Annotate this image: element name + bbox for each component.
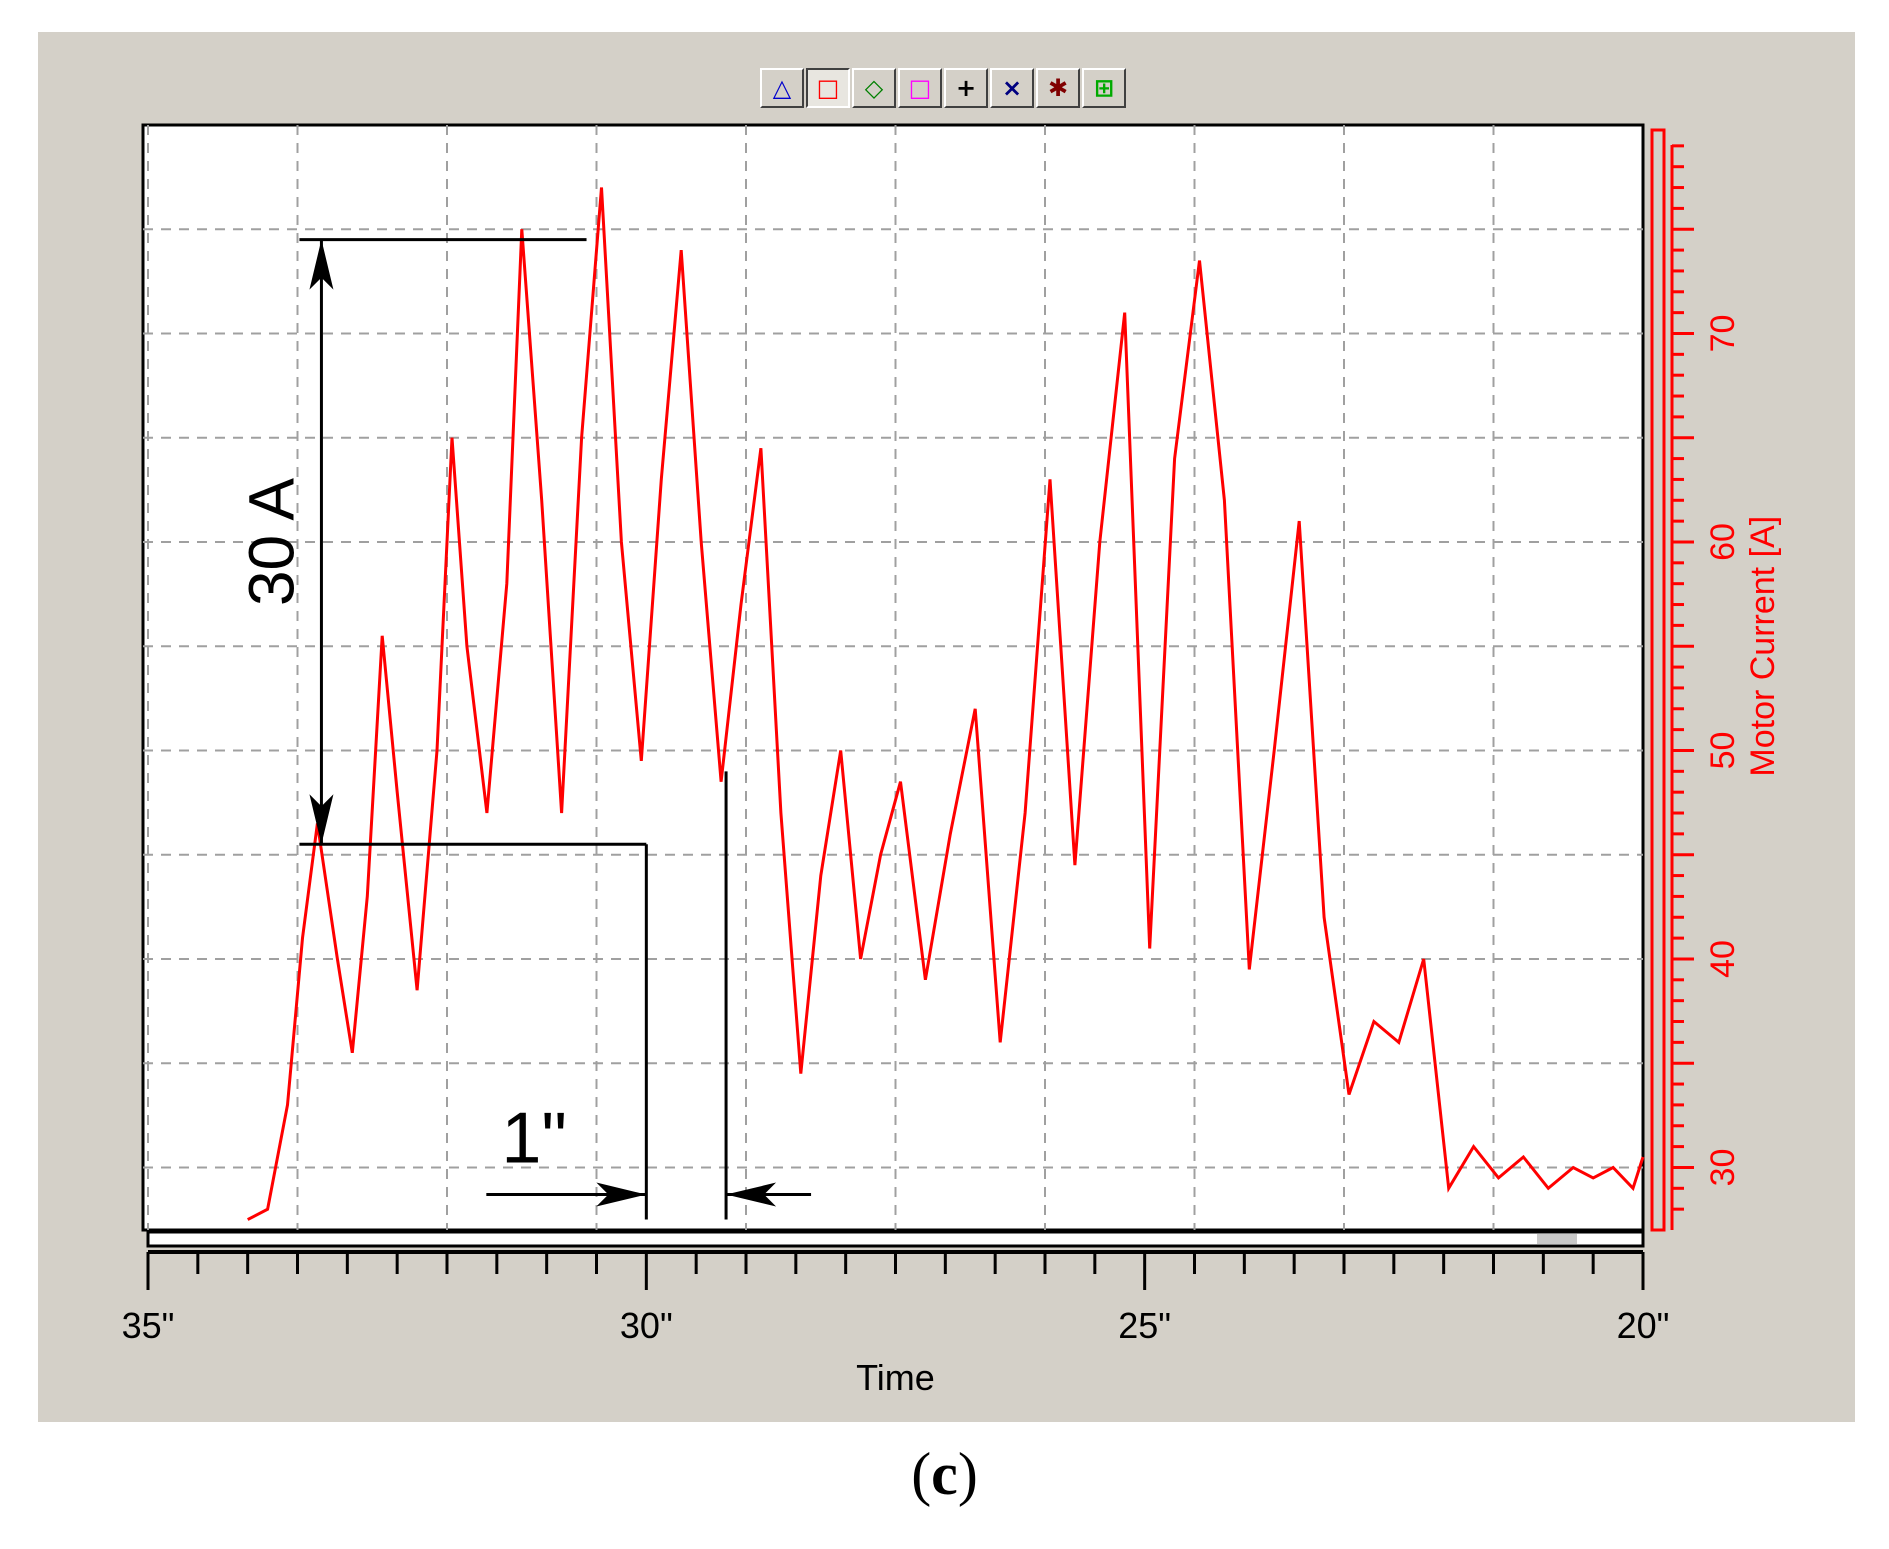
y-tick-label: 60 [1704,523,1742,561]
motor-current-series-line [247,187,1645,1221]
y-axis-label: Motor Current [A] [1744,516,1782,777]
diamond-marker-button[interactable]: ◇ [852,68,896,108]
star-marker-button[interactable]: ✱ [1036,68,1080,108]
x-axis-label: Time [856,1357,935,1398]
square-marker-magenta-icon: □ [908,74,932,102]
grid-marker-icon: ⊞ [1093,74,1115,102]
caption-open-paren: ( [911,1441,932,1507]
y-tick-label: 70 [1704,315,1742,353]
period-right-arrow-head [726,1182,777,1207]
x-scroll-thumb [1537,1234,1577,1244]
x-tick-label: 35" [122,1305,175,1346]
x-tick-label: 20" [1617,1305,1670,1346]
amplitude-label: 30 A [235,478,307,606]
x-marker-icon: × [1001,74,1023,102]
star-marker-icon: ✱ [1047,74,1069,102]
x-scroll-strip [146,1230,1645,1248]
triangle-marker-button[interactable]: △ [760,68,804,108]
square-marker-icon: □ [816,74,840,102]
amplitude-arrow-bottom-head [309,794,334,845]
y-axis-bar [1650,128,1666,1232]
y-tick-label: 40 [1704,940,1742,978]
caption-close-paren: ) [957,1441,978,1507]
triangle-marker-icon: △ [772,74,792,102]
x-marker-button[interactable]: × [990,68,1034,108]
plus-marker-button[interactable]: + [944,68,988,108]
x-tick-label: 25" [1118,1305,1171,1346]
square-marker-magenta-button[interactable]: □ [898,68,942,108]
y-tick-label: 30 [1704,1149,1742,1187]
amplitude-arrow-top-head [309,239,334,290]
figure-caption: (c) [0,1440,1889,1509]
diamond-marker-icon: ◇ [864,74,884,102]
plot-area [141,123,1645,1232]
marker-toolbar: △ □ ◇ □ + × ✱ ⊞ [760,68,1126,112]
x-tick-label: 30" [620,1305,673,1346]
caption-letter: c [931,1441,958,1507]
period-left-arrow-head [596,1182,647,1207]
plus-marker-icon: + [955,74,977,102]
y-tick-label: 50 [1704,732,1742,770]
square-marker-button[interactable]: □ [806,68,850,108]
period-label: 1" [501,1099,567,1179]
grid-marker-button[interactable]: ⊞ [1082,68,1126,108]
